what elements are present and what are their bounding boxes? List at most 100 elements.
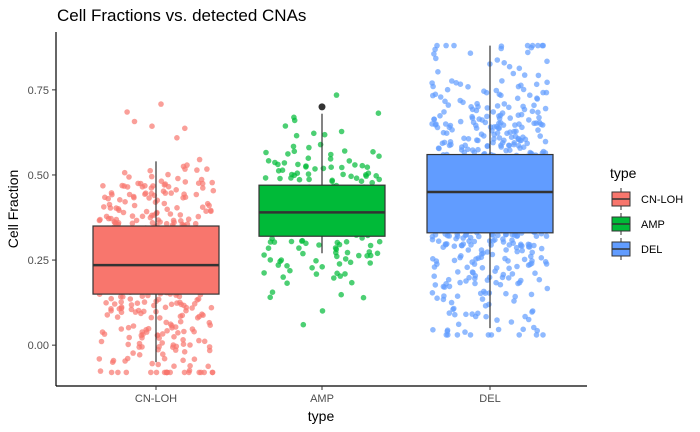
data-point xyxy=(164,206,170,213)
data-point xyxy=(544,58,550,65)
data-point xyxy=(177,318,184,325)
data-point xyxy=(460,235,467,241)
data-point xyxy=(505,275,512,281)
data-point xyxy=(103,213,110,220)
data-point xyxy=(444,86,451,93)
data-point xyxy=(143,208,150,215)
x-axis-title: type xyxy=(308,408,335,424)
data-point xyxy=(467,332,474,338)
data-point xyxy=(483,313,489,320)
data-point xyxy=(305,155,312,161)
data-point xyxy=(160,188,167,194)
data-point xyxy=(104,312,111,318)
data-point xyxy=(130,193,137,200)
data-point xyxy=(209,179,215,186)
data-point xyxy=(312,166,318,172)
data-point xyxy=(446,310,453,316)
data-point xyxy=(291,117,298,124)
data-point xyxy=(97,368,104,374)
data-point xyxy=(102,194,108,201)
data-point xyxy=(118,309,125,316)
data-point xyxy=(353,175,360,181)
data-point xyxy=(500,122,507,128)
data-point xyxy=(267,294,274,301)
box-iqr xyxy=(258,184,386,237)
data-point xyxy=(529,309,535,315)
data-point xyxy=(483,89,490,96)
box-amp xyxy=(258,103,386,254)
y-tick-label: 0.00 xyxy=(28,340,49,352)
data-point xyxy=(518,82,524,89)
data-point xyxy=(146,195,152,201)
data-point xyxy=(471,238,478,245)
data-point xyxy=(514,263,520,270)
data-point xyxy=(199,204,206,210)
data-point xyxy=(519,124,525,131)
data-point xyxy=(466,238,472,244)
data-point xyxy=(448,299,455,306)
data-point xyxy=(170,344,176,351)
legend-item-amp: AMP xyxy=(611,213,665,235)
data-point xyxy=(533,233,540,239)
data-point xyxy=(462,329,468,335)
data-point xyxy=(497,112,504,119)
data-point xyxy=(451,257,458,264)
data-point xyxy=(433,55,439,62)
data-point xyxy=(127,296,134,302)
data-point xyxy=(300,321,307,328)
data-point xyxy=(474,137,480,143)
data-point xyxy=(449,78,455,84)
data-point xyxy=(484,143,491,150)
data-point xyxy=(507,115,513,121)
data-point xyxy=(492,237,498,243)
data-point xyxy=(167,211,174,217)
data-point xyxy=(113,205,119,211)
data-point xyxy=(117,197,123,203)
data-point xyxy=(508,319,515,325)
data-point xyxy=(434,261,440,267)
legend-label: CN-LOH xyxy=(641,194,683,206)
data-point xyxy=(134,300,141,307)
data-point xyxy=(296,176,303,183)
data-point xyxy=(477,290,484,297)
data-point xyxy=(469,106,476,113)
data-point xyxy=(376,153,382,159)
data-point xyxy=(155,361,161,368)
data-point xyxy=(327,156,334,162)
data-point xyxy=(149,360,155,367)
data-point xyxy=(451,305,457,312)
data-point xyxy=(169,322,175,329)
data-point xyxy=(118,326,125,332)
data-point xyxy=(261,270,267,276)
data-point xyxy=(288,238,295,245)
data-point xyxy=(296,245,302,251)
data-point xyxy=(103,300,109,306)
data-point xyxy=(479,265,486,271)
data-point xyxy=(369,179,376,186)
data-point xyxy=(131,118,138,125)
legend-label: AMP xyxy=(641,219,665,231)
data-point xyxy=(151,302,157,309)
data-point xyxy=(431,116,437,122)
data-point xyxy=(193,191,200,198)
data-point xyxy=(544,285,551,292)
data-point xyxy=(437,94,444,100)
data-point xyxy=(189,305,195,311)
data-point xyxy=(506,104,512,111)
data-point xyxy=(125,341,131,348)
data-point xyxy=(128,302,135,308)
data-point xyxy=(132,309,139,315)
data-point xyxy=(445,102,452,108)
data-point xyxy=(163,319,169,326)
data-point xyxy=(536,276,543,283)
data-point xyxy=(200,185,206,191)
data-point xyxy=(159,331,166,337)
data-point xyxy=(521,106,528,113)
data-point xyxy=(505,258,511,264)
data-point xyxy=(537,133,543,139)
data-point xyxy=(121,169,128,176)
data-point xyxy=(346,158,353,164)
data-point xyxy=(506,265,512,272)
y-tick-label: 0.75 xyxy=(28,85,49,97)
data-point xyxy=(484,113,490,120)
